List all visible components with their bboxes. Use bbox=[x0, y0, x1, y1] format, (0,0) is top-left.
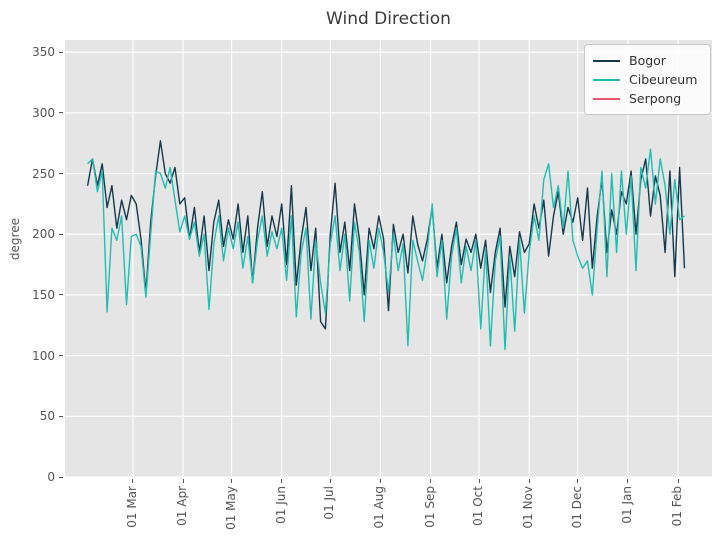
y-tick-mark bbox=[59, 415, 63, 417]
legend-line-sample bbox=[593, 78, 620, 81]
y-tick-mark bbox=[59, 233, 63, 235]
x-tick-mark bbox=[329, 479, 331, 483]
x-tick-label: 01 Nov bbox=[521, 486, 536, 529]
x-tick-mark bbox=[231, 479, 233, 483]
y-tick-mark bbox=[59, 173, 63, 175]
legend-item-bogor: Bogor bbox=[593, 51, 702, 70]
x-tick-label: 01 Aug bbox=[372, 486, 387, 529]
x-tick-mark bbox=[577, 479, 579, 483]
chart-title: Wind Direction bbox=[326, 9, 451, 29]
y-tick-mark bbox=[59, 355, 63, 357]
series-line-bogor bbox=[86, 140, 686, 330]
legend-label: Cibeureum bbox=[629, 72, 698, 87]
series-line-cibeureum bbox=[87, 148, 685, 351]
x-tick-mark bbox=[379, 479, 381, 483]
y-tick-mark bbox=[59, 51, 63, 53]
y-tick-label: 150 bbox=[32, 287, 55, 302]
y-tick-mark bbox=[59, 112, 63, 114]
y-tick-label: 250 bbox=[32, 166, 55, 181]
legend: Bogor Cibeureum Serpong bbox=[584, 44, 711, 115]
y-tick-label: 350 bbox=[32, 45, 55, 60]
y-tick-mark bbox=[59, 476, 63, 478]
x-tick-mark bbox=[478, 479, 480, 483]
y-tick-label: 0 bbox=[47, 470, 55, 484]
legend-line-sample bbox=[593, 59, 620, 62]
x-tick-label: 01 May bbox=[223, 486, 238, 530]
legend-item-serpong: Serpong bbox=[593, 89, 702, 108]
x-tick-mark bbox=[677, 479, 679, 483]
x-tick-mark bbox=[132, 479, 134, 483]
x-tick-label: 01 Jan bbox=[619, 486, 634, 524]
y-tick-label: 300 bbox=[32, 105, 55, 120]
y-tick-label: 100 bbox=[32, 348, 55, 363]
y-tick-label: 50 bbox=[39, 409, 55, 424]
legend-label: Serpong bbox=[629, 91, 682, 106]
legend-item-cibeureum: Cibeureum bbox=[593, 70, 702, 89]
x-tick-mark bbox=[528, 479, 530, 483]
y-tick-mark bbox=[59, 294, 63, 296]
x-tick-label: 01 Dec bbox=[569, 486, 584, 529]
x-tick-mark bbox=[430, 479, 432, 483]
x-tick-label: 01 Sep bbox=[422, 486, 437, 528]
y-tick-label: 200 bbox=[32, 227, 55, 242]
x-tick-mark bbox=[627, 479, 629, 483]
x-tick-label: 01 Apr bbox=[175, 486, 190, 526]
line-chart bbox=[65, 40, 712, 478]
legend-line-sample bbox=[593, 97, 620, 100]
x-tick-label: 01 Jun bbox=[273, 486, 288, 524]
x-tick-label: 01 Feb bbox=[670, 486, 685, 527]
x-tick-label: 01 Jul bbox=[322, 486, 337, 520]
x-tick-label: 01 Oct bbox=[471, 486, 486, 526]
x-tick-label: 01 Mar bbox=[124, 486, 139, 528]
legend-label: Bogor bbox=[629, 53, 666, 68]
x-tick-mark bbox=[182, 479, 184, 483]
x-tick-mark bbox=[281, 479, 283, 483]
